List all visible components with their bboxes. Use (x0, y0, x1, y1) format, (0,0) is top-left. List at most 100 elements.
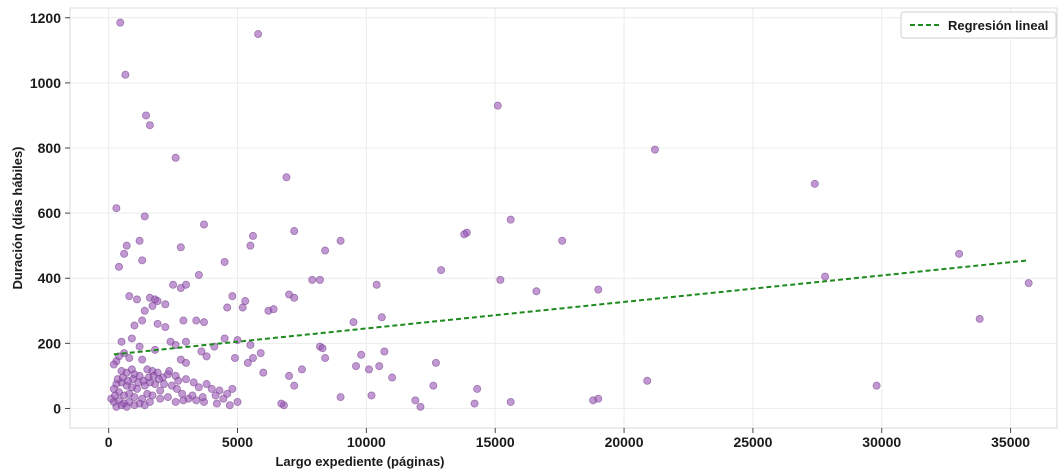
data-point (133, 295, 142, 304)
x-tick-label: 20000 (605, 434, 644, 450)
data-point (138, 256, 147, 265)
data-point (254, 30, 263, 39)
data-point (188, 391, 197, 400)
data-point (473, 384, 482, 393)
data-point (460, 230, 469, 239)
data-point (142, 111, 151, 120)
legend: Regresión lineal (900, 11, 1057, 39)
data-point (220, 257, 229, 266)
data-point (154, 375, 163, 384)
data-point (161, 323, 170, 332)
data-point (496, 275, 505, 284)
y-tick-label: 1000 (30, 75, 61, 91)
data-point (821, 272, 830, 281)
y-tick-label: 600 (38, 205, 62, 221)
data-point (178, 389, 187, 398)
data-point (112, 204, 121, 213)
data-point (285, 371, 294, 380)
regression-line (113, 259, 1029, 356)
data-point (153, 297, 162, 306)
data-point (336, 393, 345, 402)
data-point (200, 220, 209, 229)
data-point (493, 101, 502, 110)
data-point (269, 305, 278, 314)
data-point (315, 275, 324, 284)
data-point (431, 358, 440, 367)
data-point (352, 362, 361, 371)
data-point (120, 249, 129, 258)
data-point (145, 121, 154, 130)
data-point (176, 243, 185, 252)
data-point (140, 212, 149, 221)
data-point (145, 397, 154, 406)
data-point (156, 394, 165, 403)
data-point (228, 292, 237, 301)
grid (70, 8, 1057, 428)
x-axis-label: Largo expediente (páginas) (275, 454, 444, 469)
data-point (955, 249, 964, 258)
data-point (189, 378, 198, 387)
data-point (256, 349, 265, 358)
data-point (197, 347, 206, 356)
data-point (321, 246, 330, 255)
data-point (109, 360, 118, 369)
data-point (160, 380, 169, 389)
data-point (114, 262, 123, 271)
data-point (506, 397, 515, 406)
x-tick-label: 30000 (862, 434, 901, 450)
x-tick-label: 25000 (733, 434, 772, 450)
data-point (308, 275, 317, 284)
data-point (121, 70, 130, 79)
data-point (135, 236, 144, 245)
data-point (228, 384, 237, 393)
data-point (321, 353, 330, 362)
legend-box (900, 11, 1057, 39)
data-point (357, 350, 366, 359)
data-point (153, 319, 162, 328)
x-tick-label: 10000 (347, 434, 386, 450)
data-point (125, 292, 134, 301)
x-tick-label: 5000 (222, 434, 253, 450)
data-point (416, 402, 425, 411)
data-point (138, 316, 147, 325)
y-tick-label: 0 (53, 400, 61, 416)
data-point (650, 145, 659, 154)
data-point (290, 381, 299, 390)
data-point (233, 397, 242, 406)
data-point (388, 373, 397, 382)
data-point (117, 337, 126, 346)
data-point (174, 376, 183, 385)
data-point (225, 401, 234, 410)
data-point (243, 358, 252, 367)
data-point (171, 340, 180, 349)
data-point (211, 391, 220, 400)
y-axis-ticks: 0 200 400 600 800 1000 1200 (30, 10, 70, 416)
plot-background (70, 8, 1057, 428)
data-point (198, 393, 207, 402)
data-point (163, 393, 172, 402)
data-point (367, 391, 376, 400)
data-point (238, 303, 247, 312)
data-point (364, 365, 373, 374)
data-point (246, 340, 255, 349)
data-point (165, 367, 174, 376)
data-point (411, 396, 420, 405)
data-point (194, 270, 203, 279)
data-point (171, 397, 180, 406)
x-tick-label: 15000 (476, 434, 515, 450)
data-point (200, 318, 209, 327)
data-point (122, 241, 131, 250)
data-point (130, 393, 139, 402)
y-tick-label: 1200 (30, 10, 61, 26)
y-axis-label: Duración (días hábiles) (10, 146, 25, 289)
data-point (297, 365, 306, 374)
data-point (470, 399, 479, 408)
data-points (107, 18, 1033, 411)
data-point (181, 375, 190, 384)
data-point (194, 383, 203, 392)
legend-regression-label: Regresión lineal (948, 18, 1048, 33)
data-point (202, 352, 211, 361)
data-point (156, 386, 165, 395)
data-point (169, 280, 178, 289)
